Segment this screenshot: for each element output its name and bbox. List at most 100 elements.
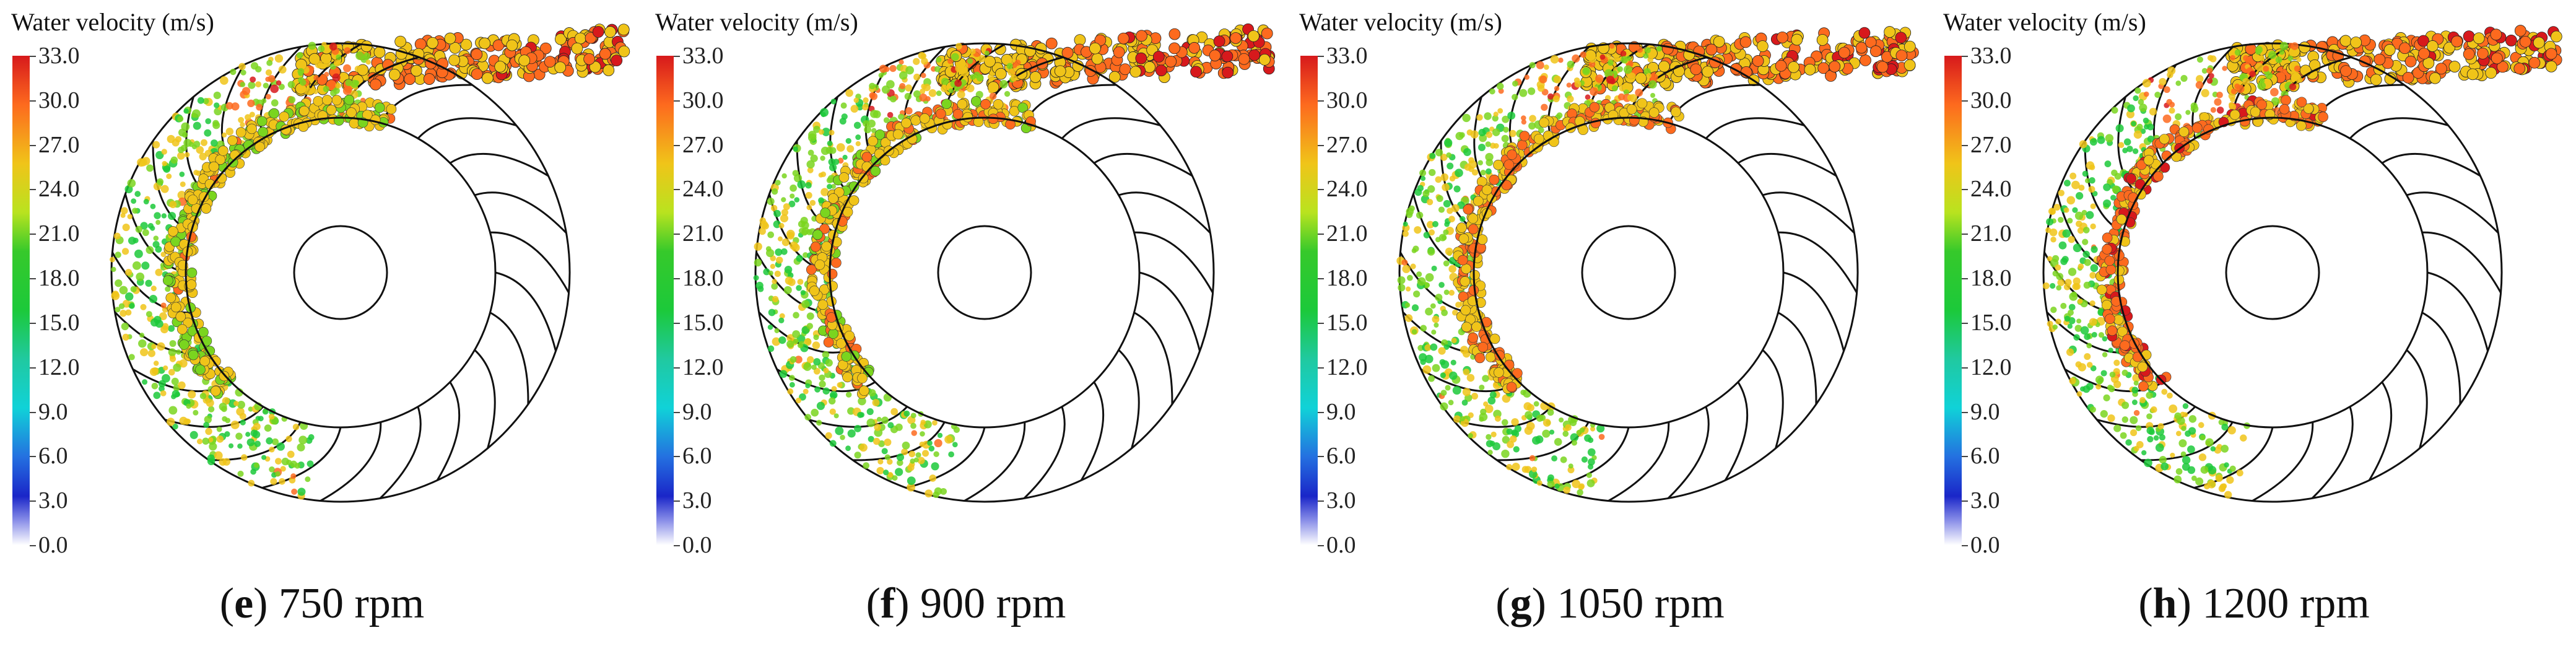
colorbar-tick-mark xyxy=(1318,234,1324,235)
colorbar-tick-label: 27.0 xyxy=(682,131,724,158)
runner-blade xyxy=(1762,349,1784,449)
runner-blade xyxy=(2141,421,2234,461)
turbine-wheel-simulation xyxy=(1396,26,1919,503)
colorbar-tick-label: 30.0 xyxy=(682,87,724,113)
runner-inner-disc xyxy=(829,116,1141,429)
runner-hub xyxy=(2225,225,2320,320)
runner-blade xyxy=(449,152,549,177)
colorbar xyxy=(656,56,674,545)
runner-blade xyxy=(1705,117,1805,139)
colorbar-tick-label: 15.0 xyxy=(1970,309,2012,336)
colorbar xyxy=(1944,56,1962,545)
colorbar-tick-label: 9.0 xyxy=(1970,398,2000,425)
runner-blade xyxy=(1024,84,1116,124)
colorbar-tick-label: 24.0 xyxy=(1326,176,1368,203)
runner-blade xyxy=(1778,231,1858,294)
colorbar-tick-mark xyxy=(674,322,680,324)
colorbar-tick-label: 18.0 xyxy=(1326,265,1368,292)
runner-outer-rim xyxy=(1398,42,1859,503)
colorbar-tick-mark xyxy=(30,100,36,102)
panel-caption: (e) 750 rpm xyxy=(0,579,644,629)
caption-letter: g xyxy=(1510,580,1532,627)
colorbar-tick-mark xyxy=(1962,189,1968,191)
runner-blade xyxy=(379,406,422,499)
colorbar-tick-mark xyxy=(30,56,36,57)
colorbar-tick-label: 0.0 xyxy=(38,532,68,558)
colorbar-tick-label: 21.0 xyxy=(682,221,724,247)
colorbar-tick-label: 3.0 xyxy=(1970,487,2000,514)
runner-outer-rim xyxy=(110,42,571,503)
colorbar-tick-mark xyxy=(1962,367,1968,369)
caption-paren: ) xyxy=(253,580,279,627)
colorbar-tick-label: 24.0 xyxy=(1970,176,2012,203)
runner-blade xyxy=(2152,64,2177,164)
colorbar-tick-label: 9.0 xyxy=(682,398,712,425)
caption-paren: ) xyxy=(1531,580,1557,627)
colorbar-tick-mark xyxy=(1318,411,1324,413)
caption-letter: h xyxy=(2152,580,2177,627)
colorbar-tick-mark xyxy=(1962,234,1968,235)
runner-blade xyxy=(2381,152,2481,177)
colorbar-tick-mark xyxy=(1318,322,1324,324)
runner-blade xyxy=(2349,117,2449,139)
colorbar xyxy=(12,56,30,545)
colorbar-tick-mark xyxy=(1962,545,1968,546)
caption-label: 1200 rpm xyxy=(2202,580,2370,627)
runner-blade xyxy=(2422,231,2502,294)
runner-blade xyxy=(1080,381,1105,481)
legend-title: Water velocity (m/s) xyxy=(1943,8,2146,36)
colorbar-tick-mark xyxy=(30,234,36,235)
runner-blade xyxy=(495,271,557,352)
legend-title: Water velocity (m/s) xyxy=(11,8,214,36)
caption-letter: e xyxy=(234,580,254,627)
colorbar-tick-mark xyxy=(674,278,680,280)
colorbar-tick-label: 0.0 xyxy=(1326,532,1356,558)
runner-blade xyxy=(474,349,496,449)
colorbar-tick-mark xyxy=(1318,545,1324,546)
colorbar-tick-mark xyxy=(1318,367,1324,369)
colorbar-tick-mark xyxy=(674,367,680,369)
runner-blade xyxy=(2406,191,2499,234)
runner-blade xyxy=(1667,406,1710,499)
flow-particles xyxy=(753,43,1037,499)
colorbar-tick-mark xyxy=(1318,56,1324,57)
colorbar-tick-mark xyxy=(30,456,36,458)
colorbar-tick-mark xyxy=(30,367,36,369)
runner-inner-disc xyxy=(185,116,497,429)
colorbar-tick-mark xyxy=(1962,411,1968,413)
colorbar-tick-label: 3.0 xyxy=(682,487,712,514)
caption-label: 900 rpm xyxy=(920,580,1066,627)
legend-title: Water velocity (m/s) xyxy=(655,8,858,36)
colorbar-tick-mark xyxy=(1318,456,1324,458)
runner-outer-rim xyxy=(2042,42,2503,503)
caption-paren: ( xyxy=(2138,580,2153,627)
runner-blade xyxy=(490,231,570,294)
water-jet xyxy=(291,24,630,97)
colorbar-tick-label: 3.0 xyxy=(38,487,68,514)
colorbar-tick-mark xyxy=(1962,456,1968,458)
colorbar-tick-label: 33.0 xyxy=(1326,43,1368,69)
turbine-wheel-simulation xyxy=(2042,25,2562,503)
runner-blade xyxy=(1139,271,1201,352)
runner-blade xyxy=(2368,381,2393,481)
colorbar-tick-label: 12.0 xyxy=(682,354,724,380)
caption-paren: ( xyxy=(866,580,881,627)
colorbar-tick-label: 0.0 xyxy=(1970,532,2000,558)
runner-blade xyxy=(964,422,1026,502)
colorbar-tick-label: 15.0 xyxy=(38,309,80,336)
runner-blade xyxy=(1777,312,1817,404)
runner-hub xyxy=(937,225,1032,320)
caption-paren: ( xyxy=(219,580,235,627)
colorbar-tick-label: 6.0 xyxy=(1970,443,2000,470)
colorbar-tick-label: 9.0 xyxy=(38,398,68,425)
runner-blade xyxy=(1608,422,1670,502)
runner-blade xyxy=(261,427,342,489)
caption-paren: ( xyxy=(1495,580,1510,627)
colorbar-tick-mark xyxy=(674,500,680,502)
colorbar-tick-mark xyxy=(1962,144,1968,146)
runner-blade xyxy=(1783,271,1845,352)
runner-blade xyxy=(474,191,567,234)
colorbar xyxy=(1300,56,1318,545)
colorbar-tick-mark xyxy=(30,189,36,191)
runner-hub xyxy=(293,225,388,320)
